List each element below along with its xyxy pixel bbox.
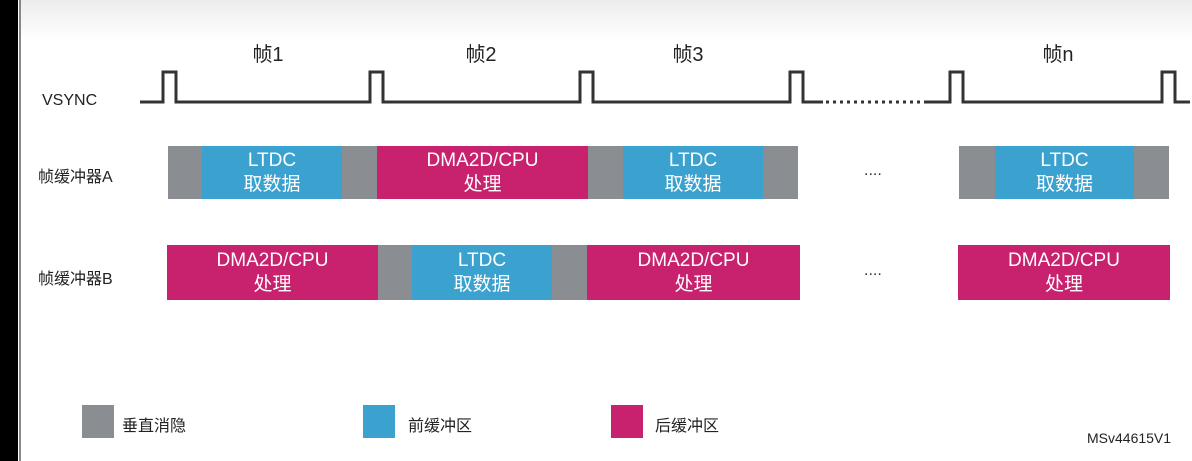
legend-swatch-back-buffer: [611, 405, 643, 438]
block-text: LTDC: [457, 249, 507, 271]
block-text: DMA2D/CPU: [426, 149, 539, 171]
block-text: 处理: [253, 273, 292, 295]
block-text: 处理: [674, 273, 713, 295]
dma2d-process-block: DMA2D/CPU 处理: [377, 146, 588, 199]
frame-label-2: 帧2: [465, 44, 497, 66]
frame-label-n: 帧n: [1042, 44, 1074, 66]
left-divider: [19, 0, 21, 461]
vsync-label: VSYNC: [42, 92, 98, 109]
dma2d-process-block: DMA2D/CPU 处理: [958, 245, 1170, 300]
vblank-block: [342, 146, 377, 199]
vblank-block: [588, 146, 623, 199]
top-gradient: [21, 0, 1192, 40]
vblank-block: [378, 245, 412, 300]
ltdc-fetch-block: LTDC 取数据: [412, 245, 552, 300]
frame-label-1: 帧1: [252, 44, 284, 66]
ellipsis: ....: [864, 262, 882, 279]
block-text: DMA2D/CPU: [1008, 249, 1120, 271]
block-text: DMA2D/CPU: [216, 249, 329, 271]
vblank-block: [552, 245, 587, 300]
dma2d-process-block: DMA2D/CPU 处理: [587, 245, 800, 300]
vblank-block: [763, 146, 798, 199]
vblank-block: [959, 146, 995, 199]
frame-label-3: 帧3: [672, 44, 704, 66]
block-text: 取数据: [453, 273, 511, 295]
vsync-waveform: [140, 70, 1190, 104]
ltdc-fetch-block: LTDC 取数据: [202, 146, 342, 199]
vblank-block: [168, 146, 202, 199]
legend-swatch-front-buffer: [363, 405, 395, 438]
ellipsis: ....: [864, 162, 882, 179]
left-border: [0, 0, 18, 461]
block-text: 处理: [1044, 273, 1083, 295]
dma2d-process-block: DMA2D/CPU 处理: [167, 245, 378, 300]
legend-swatch-vblank: [82, 405, 114, 438]
block-text: LTDC: [668, 149, 718, 171]
legend-label-vblank: 垂直消隐: [122, 418, 187, 435]
block-text: 取数据: [243, 173, 301, 195]
figure-id: MSv44615V1: [1087, 430, 1172, 446]
legend-label-back-buffer: 后缓冲区: [655, 418, 720, 435]
block-text: 取数据: [664, 173, 722, 195]
row-label-buffer-a: 帧缓冲器A: [38, 169, 113, 186]
ltdc-fetch-block: LTDC 取数据: [995, 146, 1134, 199]
row-label-buffer-b: 帧缓冲器B: [38, 271, 113, 288]
block-text: LTDC: [247, 149, 297, 171]
block-text: 取数据: [1035, 173, 1093, 195]
vblank-block: [1134, 146, 1169, 199]
legend-label-front-buffer: 前缓冲区: [408, 418, 473, 435]
block-text: 处理: [463, 173, 502, 195]
block-text: DMA2D/CPU: [637, 249, 750, 271]
block-text: LTDC: [1040, 149, 1089, 171]
ltdc-fetch-block: LTDC 取数据: [623, 146, 763, 199]
